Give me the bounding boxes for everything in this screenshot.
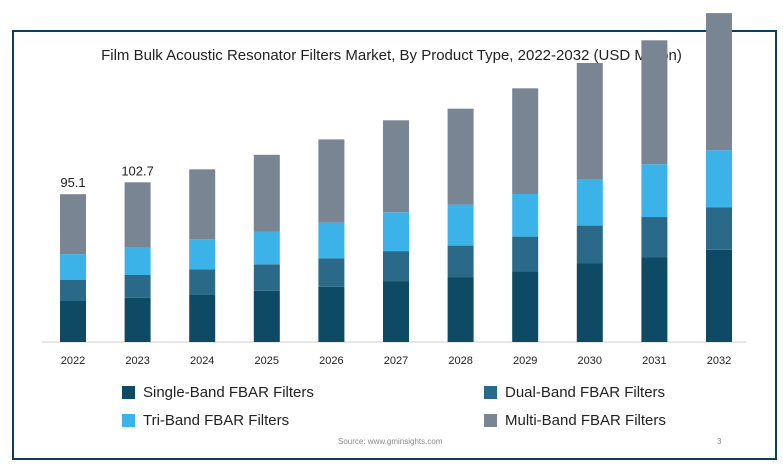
legend-label-multi-band: Multi-Band FBAR Filters: [505, 412, 666, 429]
bar-segment-2023-dual-band-fbar-filters: [124, 275, 151, 298]
bar-segment-2027-single-band-fbar-filters: [383, 281, 409, 342]
bar-segment-2027-dual-band-fbar-filters: [383, 251, 409, 282]
chart-title: Film Bulk Acoustic Resonator Filters Mar…: [101, 47, 682, 64]
x-tick-label-2025: 2025: [255, 355, 279, 367]
bar-segment-2026-single-band-fbar-filters: [318, 286, 345, 342]
bar-segment-2032-dual-band-fbar-filters: [706, 207, 732, 250]
bar-segment-2024-single-band-fbar-filters: [189, 294, 216, 342]
legend-swatch-single-band: [122, 386, 135, 399]
legend-item-multi-band: Multi-Band FBAR Filters: [484, 412, 666, 429]
x-tick-label-2024: 2024: [190, 355, 214, 367]
bar-segment-2022-single-band-fbar-filters: [60, 301, 86, 342]
bar-segment-2025-single-band-fbar-filters: [253, 290, 280, 342]
legend-item-single-band: Single-Band FBAR Filters: [122, 384, 314, 401]
source-note: Source: www.gminsights.com: [338, 437, 443, 446]
bar-segment-2030-tri-band-fbar-filters: [576, 178, 603, 226]
x-tick-label-2026: 2026: [319, 355, 343, 367]
legend-swatch-tri-band: [122, 414, 135, 427]
bar-segment-2030-single-band-fbar-filters: [576, 263, 603, 342]
bar-segment-2027-tri-band-fbar-filters: [383, 212, 409, 252]
bar-segment-2024-tri-band-fbar-filters: [189, 239, 216, 270]
bar-segment-2029-single-band-fbar-filters: [512, 271, 539, 342]
bar-segment-2028-tri-band-fbar-filters: [447, 204, 474, 246]
bar-segment-2028-single-band-fbar-filters: [447, 277, 474, 342]
legend-swatch-dual-band: [484, 386, 497, 399]
bar-segment-2032-tri-band-fbar-filters: [706, 150, 732, 208]
data-label-2023: 102.7: [121, 163, 154, 178]
x-tick-label-2027: 2027: [384, 355, 408, 367]
bar-segment-2028-multi-band-fbar-filters: [447, 108, 474, 205]
bar-segment-2022-tri-band-fbar-filters: [60, 254, 86, 280]
bar-segment-2025-dual-band-fbar-filters: [253, 264, 280, 291]
x-tick-label-2032: 2032: [707, 355, 731, 367]
bar-segment-2025-tri-band-fbar-filters: [253, 231, 280, 265]
bar-segment-2024-dual-band-fbar-filters: [189, 269, 216, 295]
bar-segment-2025-multi-band-fbar-filters: [253, 154, 280, 232]
bar-segment-2026-dual-band-fbar-filters: [318, 258, 345, 287]
bar-segment-2030-dual-band-fbar-filters: [576, 225, 603, 264]
bar-segment-2029-multi-band-fbar-filters: [512, 88, 539, 194]
bar-segment-2024-multi-band-fbar-filters: [189, 169, 216, 240]
data-label-2022: 95.1: [60, 175, 85, 190]
legend-label-tri-band: Tri-Band FBAR Filters: [143, 412, 290, 429]
bar-segment-2031-multi-band-fbar-filters: [641, 40, 668, 165]
bar-segment-2028-dual-band-fbar-filters: [447, 245, 474, 278]
bar-segment-2030-multi-band-fbar-filters: [576, 63, 603, 179]
legend-label-dual-band: Dual-Band FBAR Filters: [505, 384, 666, 401]
data-labels-group: 95.1 102.7: [60, 163, 154, 190]
bars-group: [60, 13, 732, 342]
bar-segment-2029-tri-band-fbar-filters: [512, 194, 539, 237]
legend-swatch-multi-band: [484, 414, 497, 427]
x-tick-label-2030: 2030: [578, 355, 602, 367]
bar-segment-2029-dual-band-fbar-filters: [512, 236, 539, 272]
legend-item-dual-band: Dual-Band FBAR Filters: [484, 384, 665, 401]
bar-segment-2032-single-band-fbar-filters: [706, 249, 732, 342]
x-tick-labels: 2022 2023 2024 2025 2026 2027 2028 2029 2030 2031…: [61, 355, 731, 367]
legend-item-tri-band: Tri-Band FBAR Filters: [122, 412, 289, 429]
bar-segment-2031-single-band-fbar-filters: [641, 257, 668, 342]
bar-segment-2026-tri-band-fbar-filters: [318, 222, 345, 259]
bar-segment-2031-tri-band-fbar-filters: [641, 164, 668, 218]
x-tick-label-2029: 2029: [513, 355, 537, 367]
x-tick-label-2031: 2031: [642, 355, 666, 367]
bar-segment-2022-multi-band-fbar-filters: [60, 194, 86, 255]
bar-segment-2023-tri-band-fbar-filters: [124, 247, 151, 275]
bar-segment-2023-multi-band-fbar-filters: [124, 182, 151, 247]
bar-segment-2032-multi-band-fbar-filters: [706, 13, 732, 151]
bar-segment-2023-single-band-fbar-filters: [124, 297, 151, 342]
legend-label-single-band: Single-Band FBAR Filters: [143, 384, 314, 401]
x-tick-label-2022: 2022: [61, 355, 85, 367]
bar-segment-2026-multi-band-fbar-filters: [318, 139, 345, 223]
x-tick-label-2023: 2023: [125, 355, 149, 367]
page-number: 3: [717, 437, 722, 446]
x-tick-label-2028: 2028: [448, 355, 472, 367]
bar-segment-2022-dual-band-fbar-filters: [60, 280, 86, 301]
bar-segment-2027-multi-band-fbar-filters: [383, 120, 409, 213]
bar-segment-2031-dual-band-fbar-filters: [641, 217, 668, 258]
